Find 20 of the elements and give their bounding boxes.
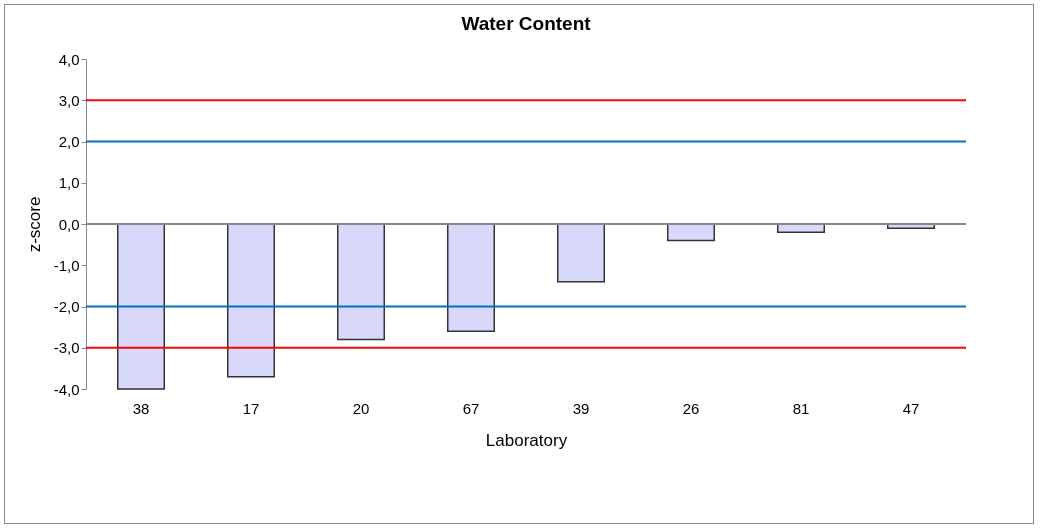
y-tick-label: -1,0 (53, 256, 80, 274)
chart-title: Water Content (461, 13, 592, 34)
x-tick-label: 38 (132, 399, 150, 417)
x-tick-label: 20 (352, 399, 370, 417)
y-tick-label: 1,0 (58, 174, 80, 192)
y-tick-label: 2,0 (58, 133, 80, 150)
y-axis-title: z-score (24, 196, 44, 253)
y-tick-label: 4,0 (58, 50, 80, 68)
y-tick-label: 0,0 (58, 215, 80, 233)
x-tick-label: 39 (572, 399, 590, 417)
y-tick-label: -4,0 (53, 380, 80, 398)
x-tick-label: 47 (902, 399, 920, 417)
x-axis-title: Laboratory (485, 430, 568, 450)
x-tick-label: 81 (792, 399, 810, 417)
y-tick-label: -3,0 (53, 339, 80, 357)
y-tick-label: -2,0 (53, 298, 80, 315)
x-tick-label: 17 (242, 399, 260, 417)
x-tick-label: 67 (462, 399, 480, 417)
y-tick-label: 3,0 (58, 91, 80, 109)
x-tick-label: 26 (682, 399, 700, 417)
